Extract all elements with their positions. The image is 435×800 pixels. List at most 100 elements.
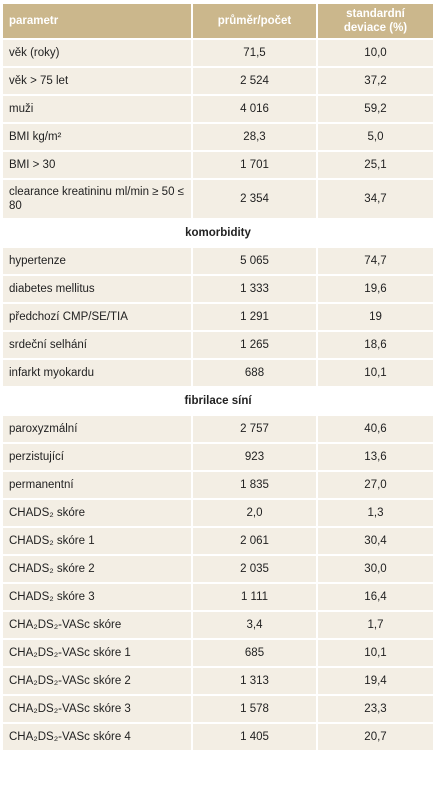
value-cell: 1,7 — [316, 610, 435, 640]
table-row: muži 4 016 59,2 — [1, 94, 435, 124]
section-label: komorbidity — [1, 218, 435, 248]
value-cell: 37,2 — [316, 66, 435, 96]
table-row: paroxyzmální 2 757 40,6 — [1, 414, 435, 444]
value-cell: 1,3 — [316, 498, 435, 528]
value-cell: 71,5 — [191, 38, 318, 68]
row-label: BMI kg/m² — [1, 122, 193, 152]
value-cell: 13,6 — [316, 442, 435, 472]
value-cell: 688 — [191, 358, 318, 388]
row-label: BMI > 30 — [1, 150, 193, 180]
value-cell: 34,7 — [316, 178, 435, 220]
table-row: infarkt myokardu 688 10,1 — [1, 358, 435, 388]
value-cell: 10,1 — [316, 358, 435, 388]
row-label: předchozí CMP/SE/TIA — [1, 302, 193, 332]
value-cell: 1 701 — [191, 150, 318, 180]
table-row: clearance kreatininu ml/min ≥ 50 ≤ 80 2 3… — [1, 178, 435, 220]
value-cell: 25,1 — [316, 150, 435, 180]
value-cell: 30,4 — [316, 526, 435, 556]
row-label: permanentní — [1, 470, 193, 500]
value-cell: 18,6 — [316, 330, 435, 360]
value-cell: 3,4 — [191, 610, 318, 640]
table-row: BMI > 30 1 701 25,1 — [1, 150, 435, 180]
row-label: CHA₂DS₂-VASc skóre 3 — [1, 694, 193, 724]
value-cell: 685 — [191, 638, 318, 668]
value-cell: 1 835 — [191, 470, 318, 500]
value-cell: 1 578 — [191, 694, 318, 724]
value-cell: 2 757 — [191, 414, 318, 444]
row-label: CHA₂DS₂-VASc skóre — [1, 610, 193, 640]
value-cell: 1 265 — [191, 330, 318, 360]
table-row: perzistující 923 13,6 — [1, 442, 435, 472]
value-cell: 2,0 — [191, 498, 318, 528]
header-cell: průměr/počet — [191, 2, 318, 40]
table-row: CHA₂DS₂-VASc skóre 3,4 1,7 — [1, 610, 435, 640]
row-label: clearance kreatininu ml/min ≥ 50 ≤ 80 — [1, 178, 193, 220]
value-cell: 2 035 — [191, 554, 318, 584]
value-cell: 40,6 — [316, 414, 435, 444]
table-row: srdeční selhání 1 265 18,6 — [1, 330, 435, 360]
value-cell: 19 — [316, 302, 435, 332]
row-label: věk > 75 let — [1, 66, 193, 96]
table-row: permanentní 1 835 27,0 — [1, 470, 435, 500]
row-label: infarkt myokardu — [1, 358, 193, 388]
data-table: parametr průměr/počet standardní deviace (… — [1, 2, 435, 752]
section-row: komorbidity — [1, 218, 435, 248]
section-label: fibrilace síní — [1, 386, 435, 416]
value-cell: 4 016 — [191, 94, 318, 124]
row-label: CHADS₂ skóre 2 — [1, 554, 193, 584]
row-label: CHA₂DS₂-VASc skóre 4 — [1, 722, 193, 752]
row-label: věk (roky) — [1, 38, 193, 68]
value-cell: 923 — [191, 442, 318, 472]
value-cell: 1 291 — [191, 302, 318, 332]
value-cell: 1 313 — [191, 666, 318, 696]
value-cell: 1 111 — [191, 582, 318, 612]
value-cell: 74,7 — [316, 246, 435, 276]
row-label: CHADS₂ skóre 3 — [1, 582, 193, 612]
header-cell: parametr — [1, 2, 193, 40]
row-label: perzistující — [1, 442, 193, 472]
value-cell: 30,0 — [316, 554, 435, 584]
value-cell: 28,3 — [191, 122, 318, 152]
value-cell: 19,4 — [316, 666, 435, 696]
table-row: předchozí CMP/SE/TIA 1 291 19 — [1, 302, 435, 332]
row-label: hypertenze — [1, 246, 193, 276]
value-cell: 59,2 — [316, 94, 435, 124]
value-cell: 2 061 — [191, 526, 318, 556]
value-cell: 2 524 — [191, 66, 318, 96]
table-body: věk (roky) 71,5 10,0 věk > 75 let 2 524 37,2 m… — [1, 38, 435, 752]
table-row: BMI kg/m² 28,3 5,0 — [1, 122, 435, 152]
row-label: CHADS₂ skóre 1 — [1, 526, 193, 556]
value-cell: 23,3 — [316, 694, 435, 724]
table-row: CHA₂DS₂-VASc skóre 1 685 10,1 — [1, 638, 435, 668]
value-cell: 10,1 — [316, 638, 435, 668]
table-row: diabetes mellitus 1 333 19,6 — [1, 274, 435, 304]
table-row: věk > 75 let 2 524 37,2 — [1, 66, 435, 96]
value-cell: 1 333 — [191, 274, 318, 304]
row-label: muži — [1, 94, 193, 124]
value-cell: 1 405 — [191, 722, 318, 752]
value-cell: 2 354 — [191, 178, 318, 220]
value-cell: 19,6 — [316, 274, 435, 304]
row-label: diabetes mellitus — [1, 274, 193, 304]
row-label: CHA₂DS₂-VASc skóre 2 — [1, 666, 193, 696]
table-row: věk (roky) 71,5 10,0 — [1, 38, 435, 68]
value-cell: 20,7 — [316, 722, 435, 752]
row-label: CHA₂DS₂-VASc skóre 1 — [1, 638, 193, 668]
table-row: CHADS₂ skóre 2,0 1,3 — [1, 498, 435, 528]
value-cell: 5,0 — [316, 122, 435, 152]
row-label: paroxyzmální — [1, 414, 193, 444]
section-row: fibrilace síní — [1, 386, 435, 416]
value-cell: 16,4 — [316, 582, 435, 612]
header-row: parametr průměr/počet standardní deviace (… — [1, 2, 435, 40]
header-cell: standardní deviace (%) — [316, 2, 435, 40]
table-row: hypertenze 5 065 74,7 — [1, 246, 435, 276]
value-cell: 5 065 — [191, 246, 318, 276]
row-label: srdeční selhání — [1, 330, 193, 360]
